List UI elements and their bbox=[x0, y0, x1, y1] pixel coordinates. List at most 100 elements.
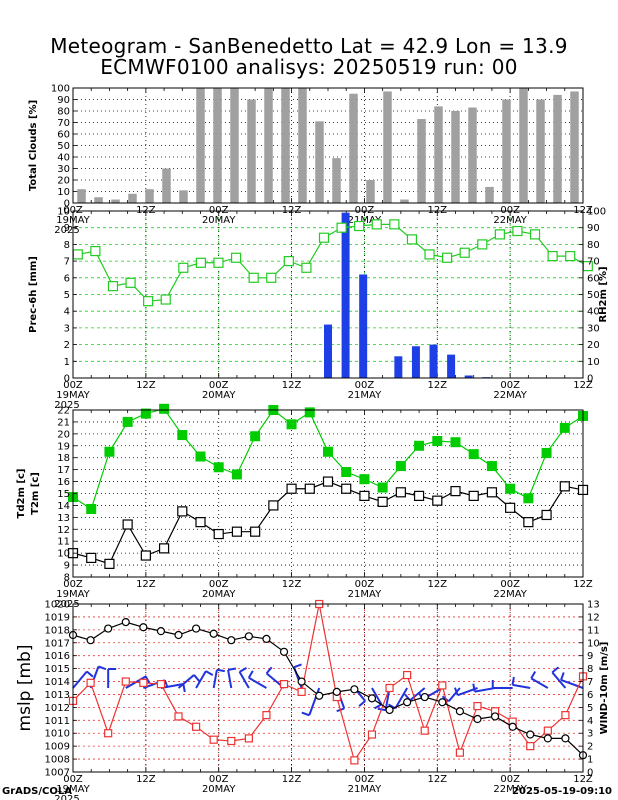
temp-day-label: 19MAY bbox=[56, 589, 90, 600]
footer-timestamp: 2025-05-19-09:10 bbox=[512, 786, 612, 797]
mslp-marker bbox=[438, 698, 447, 707]
temp-y-tick-label: 8 bbox=[64, 573, 70, 584]
t2m-marker bbox=[122, 416, 133, 427]
pres-y2-tick-label: 10 bbox=[587, 638, 600, 649]
t2m-marker bbox=[159, 403, 170, 414]
rh-marker bbox=[547, 250, 558, 262]
clouds-y-tick-label: 80 bbox=[57, 107, 70, 118]
precip-bar bbox=[324, 324, 332, 378]
t2m-marker bbox=[304, 407, 315, 418]
wind-barb bbox=[238, 671, 250, 689]
wind-speed-marker bbox=[350, 756, 359, 765]
precip-bar bbox=[464, 375, 473, 378]
wind-speed-marker bbox=[86, 678, 95, 687]
wind-barb-feather bbox=[453, 687, 459, 696]
td2m-marker bbox=[140, 550, 151, 561]
rh-marker bbox=[512, 225, 523, 237]
td2m-marker bbox=[322, 476, 334, 487]
temp-year-label: 2025 bbox=[54, 599, 79, 610]
mslp-marker bbox=[86, 636, 95, 645]
clouds-y-tick-label: 40 bbox=[57, 153, 70, 164]
mslp-marker bbox=[156, 627, 166, 636]
wind-barb-feather bbox=[560, 672, 565, 681]
wind-speed-marker bbox=[262, 711, 271, 720]
precip-time-tick-label: 12Z bbox=[573, 380, 593, 391]
cloud-bar bbox=[298, 88, 307, 203]
precip-day-label: 21MAY bbox=[348, 390, 382, 401]
pres-y-tick-label: 1013 bbox=[45, 690, 70, 701]
wind-speed-marker bbox=[438, 681, 447, 690]
precip-y2-tick-label: 100 bbox=[587, 207, 606, 218]
mslp-y-axis-label: mslp [mb] bbox=[15, 645, 35, 732]
precip-y2-tick-label: 30 bbox=[587, 323, 600, 334]
td2m-marker bbox=[86, 552, 97, 564]
cloud-bar bbox=[570, 91, 579, 203]
temp-y-tick-label: 14 bbox=[57, 501, 70, 512]
cloud-bar bbox=[145, 189, 154, 203]
t2m-y-axis-label: T2m [c] bbox=[30, 472, 41, 515]
cloud-bar bbox=[247, 99, 256, 203]
clouds-y-tick-label: 70 bbox=[57, 118, 70, 129]
precip-time-tick-label: 00Z bbox=[63, 380, 83, 391]
t2m-marker bbox=[140, 408, 151, 419]
precip-y2-tick-label: 80 bbox=[587, 240, 600, 251]
td2m-marker bbox=[250, 526, 261, 537]
precip-bar bbox=[359, 274, 368, 378]
cloud-bar bbox=[281, 88, 290, 203]
td2m-marker bbox=[177, 506, 188, 517]
pres-time-tick-label: 00Z bbox=[209, 774, 229, 785]
cloud-bar bbox=[128, 193, 137, 203]
precip-y-tick-label: 5 bbox=[64, 290, 70, 301]
td2m-marker bbox=[304, 483, 315, 494]
mslp-marker bbox=[279, 647, 289, 656]
wind-speed-marker bbox=[244, 734, 253, 743]
temp-y-tick-label: 17 bbox=[57, 465, 70, 476]
mslp-marker bbox=[315, 691, 324, 700]
cloud-bar bbox=[485, 186, 494, 203]
t2m-marker bbox=[414, 440, 425, 451]
pres-y-tick-label: 1008 bbox=[45, 755, 70, 766]
mslp-marker bbox=[490, 712, 500, 721]
footer-software-credit: GrADS/COLA bbox=[2, 786, 72, 797]
t2m-marker bbox=[450, 437, 461, 448]
precip-bar bbox=[411, 346, 420, 378]
precip-y-tick-label: 9 bbox=[64, 223, 70, 234]
t2m-marker bbox=[359, 474, 370, 485]
t2m-marker bbox=[523, 493, 534, 504]
wind-barb-feather bbox=[373, 703, 382, 710]
td2m-marker bbox=[541, 509, 552, 521]
t2m-marker bbox=[86, 504, 97, 515]
td2m-marker bbox=[231, 526, 243, 537]
pres-y-tick-label: 1017 bbox=[45, 638, 70, 649]
wind-barb bbox=[530, 677, 549, 689]
wind-speed-marker bbox=[297, 687, 306, 696]
wind-barb-feather bbox=[98, 665, 107, 671]
pres-day-label: 22MAY bbox=[493, 784, 527, 795]
pres-y-tick-label: 1016 bbox=[45, 651, 70, 662]
wind-barb bbox=[72, 670, 88, 689]
mslp-marker bbox=[244, 632, 253, 641]
clouds-y-tick-label: 90 bbox=[57, 95, 70, 106]
rh-marker bbox=[90, 245, 101, 257]
wind-speed-marker bbox=[473, 701, 482, 711]
rh-marker bbox=[336, 222, 347, 233]
temp-time-tick-label: 00Z bbox=[209, 579, 229, 590]
title-line-2: ECMWF0100 analisys: 20250519 run: 00 bbox=[100, 55, 518, 79]
pres-time-tick-label: 12Z bbox=[136, 774, 156, 785]
wind-barb bbox=[447, 687, 461, 703]
precip-y2-tick-label: 70 bbox=[587, 257, 600, 268]
precip-y-tick-label: 1 bbox=[64, 357, 70, 368]
mslp-marker bbox=[561, 734, 570, 743]
pres-time-tick-label: 12Z bbox=[427, 774, 447, 785]
temp-time-tick-label: 12Z bbox=[573, 579, 593, 590]
cloud-bar bbox=[77, 189, 86, 203]
clouds-day-label: 22MAY bbox=[493, 215, 527, 226]
temp-y-tick-label: 19 bbox=[57, 441, 70, 452]
pres-y-tick-label: 1019 bbox=[45, 612, 70, 623]
td2m-marker bbox=[341, 483, 352, 494]
clouds-y-tick-label: 50 bbox=[57, 141, 70, 152]
wind-speed-marker bbox=[543, 726, 552, 735]
temp-time-tick-label: 12Z bbox=[282, 579, 302, 590]
cloud-bar bbox=[536, 99, 545, 203]
precip-y2-tick-label: 90 bbox=[587, 223, 600, 234]
